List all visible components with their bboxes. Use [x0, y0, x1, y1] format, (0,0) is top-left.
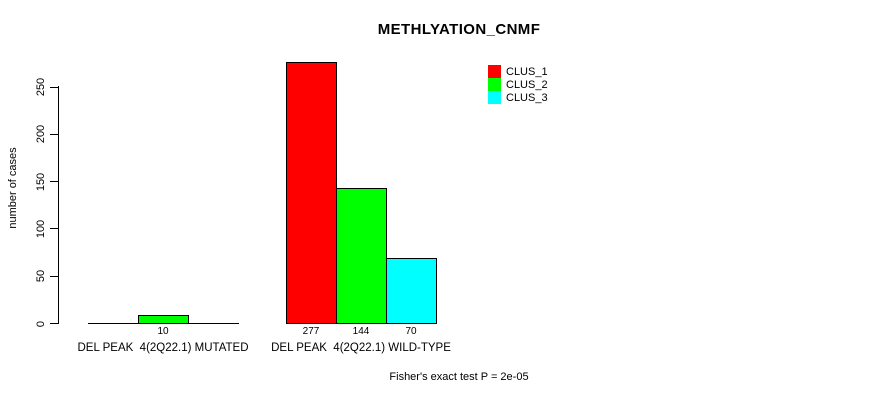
legend-swatch-clus_1	[488, 65, 501, 78]
x-group-label: DEL PEAK 4(2Q22.1) WILD-TYPE	[271, 342, 451, 354]
legend-item: CLUS_1	[488, 65, 548, 78]
bar-value-label: 144	[352, 326, 370, 337]
legend: CLUS_1 CLUS_2 CLUS_3	[488, 65, 548, 104]
bar-value-label: 277	[302, 326, 320, 337]
bar-value-label: 10	[157, 326, 169, 337]
legend-label: CLUS_3	[506, 91, 548, 104]
bar-clus_3	[386, 258, 437, 324]
legend-item: CLUS_2	[488, 78, 548, 91]
y-tick-label: 250	[35, 77, 47, 97]
legend-swatch-clus_3	[488, 91, 501, 104]
y-tick-label: 200	[35, 125, 47, 144]
y-tick-line	[50, 86, 59, 88]
y-tick-label: 50	[35, 270, 47, 283]
y-tick-label: 150	[35, 172, 47, 191]
y-axis-title: number of cases	[7, 147, 19, 229]
bar-value-label: 70	[405, 326, 417, 337]
legend-label: CLUS_1	[506, 65, 548, 78]
bar-clus_2	[336, 188, 387, 324]
chart-title: METHLYATION_CNMF	[377, 21, 541, 38]
y-tick-line	[50, 275, 59, 277]
x-group-label: DEL PEAK 4(2Q22.1) MUTATED	[77, 342, 249, 354]
legend-swatch-clus_2	[488, 78, 501, 91]
footnote-fisher-test: Fisher's exact test P = 2e-05	[389, 371, 529, 383]
y-tick-line	[50, 323, 59, 324]
bar-clus_2	[138, 315, 189, 324]
y-tick-line	[50, 133, 59, 135]
y-tick-label: 0	[35, 320, 47, 327]
y-tick-line	[50, 228, 59, 230]
legend-item: CLUS_3	[488, 91, 548, 104]
y-tick-label: 100	[35, 219, 47, 239]
bar-clus_1	[286, 62, 337, 324]
y-tick-line	[50, 181, 59, 183]
y-axis-line	[58, 86, 59, 324]
legend-label: CLUS_2	[506, 78, 548, 91]
